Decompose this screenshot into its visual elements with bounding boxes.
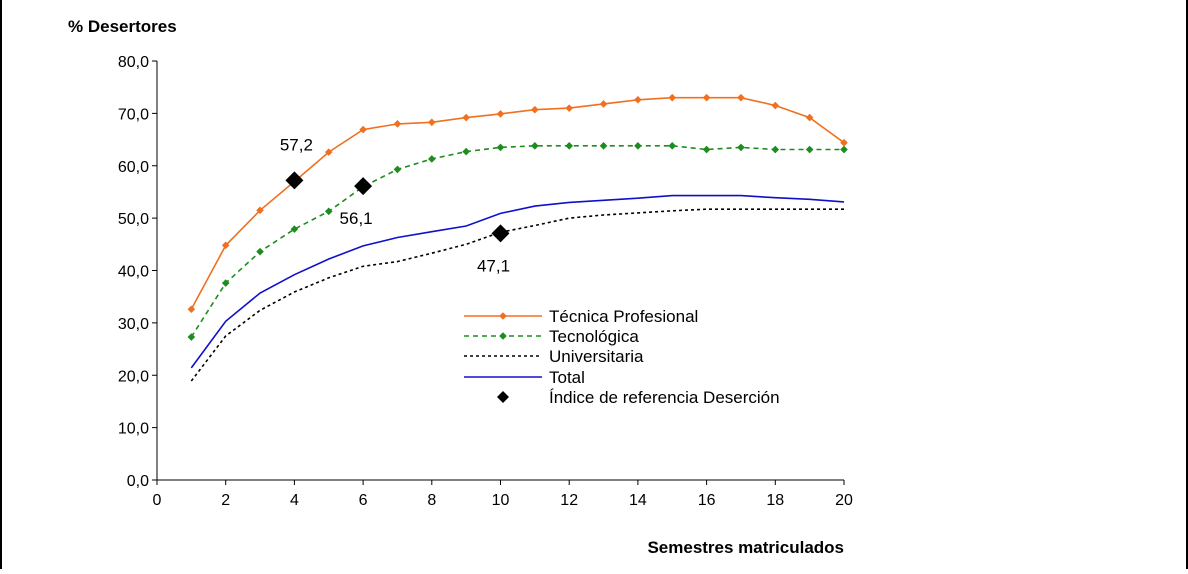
legend: Técnica ProfesionalTecnológicaUniversita… — [464, 307, 780, 407]
series-1 — [188, 142, 848, 341]
series-line — [191, 209, 844, 381]
data-point — [188, 305, 196, 313]
data-point — [428, 155, 436, 163]
y-tick-label: 60,0 — [118, 159, 149, 176]
y-tick-label: 0,0 — [127, 473, 149, 490]
data-point — [737, 144, 745, 152]
data-point — [394, 166, 402, 174]
x-tick-label: 16 — [698, 492, 716, 509]
y-tick-label: 10,0 — [118, 421, 149, 438]
x-axis-title: Semestres matriculados — [647, 538, 844, 557]
reference-label: 57,2 — [280, 135, 313, 154]
x-tick-label: 10 — [492, 492, 510, 509]
x-tick-label: 0 — [153, 492, 162, 509]
y-tick-label: 70,0 — [118, 106, 149, 123]
data-point — [668, 142, 676, 150]
data-point — [497, 110, 505, 118]
series-line — [191, 196, 844, 368]
data-point — [840, 146, 848, 154]
legend-label: Índice de referencia Deserción — [549, 388, 780, 407]
data-point — [703, 94, 711, 102]
y-tick-label: 30,0 — [118, 316, 149, 333]
x-tick-label: 18 — [766, 492, 784, 509]
y-tick-label: 50,0 — [118, 211, 149, 228]
series-0 — [188, 94, 848, 313]
y-axis-title: % Desertores — [68, 17, 177, 36]
legend-marker — [499, 312, 507, 320]
data-point — [737, 94, 745, 102]
legend-label: Total — [549, 368, 585, 387]
data-point — [772, 102, 780, 110]
data-point — [188, 333, 196, 341]
data-point — [634, 142, 642, 150]
series-line — [191, 146, 844, 337]
x-tick-label: 20 — [835, 492, 853, 509]
series-2 — [191, 209, 844, 381]
data-point — [256, 248, 264, 256]
reference-marker — [492, 224, 510, 242]
series-3 — [191, 196, 844, 368]
data-point — [462, 148, 470, 156]
legend-label: Tecnológica — [549, 327, 639, 346]
legend-label: Universitaria — [549, 347, 644, 366]
x-tick-label: 2 — [221, 492, 230, 509]
y-tick-label: 20,0 — [118, 368, 149, 385]
data-point — [394, 120, 402, 128]
legend-marker — [497, 391, 509, 403]
x-tick-label: 12 — [560, 492, 578, 509]
data-point — [462, 114, 470, 122]
y-tick-label: 80,0 — [118, 54, 149, 71]
legend-marker — [499, 332, 507, 340]
reference-label: 47,1 — [477, 256, 510, 275]
x-tick-label: 4 — [290, 492, 299, 509]
data-point — [565, 104, 573, 112]
data-point — [600, 100, 608, 108]
data-point — [806, 146, 814, 154]
x-tick-label: 14 — [629, 492, 647, 509]
data-point — [531, 106, 539, 114]
reference-label: 56,1 — [340, 209, 373, 228]
data-point — [634, 96, 642, 104]
data-point — [600, 142, 608, 150]
data-point — [668, 94, 676, 102]
data-point — [428, 118, 436, 126]
x-tick-label: 6 — [359, 492, 368, 509]
data-point — [497, 144, 505, 152]
data-point — [772, 146, 780, 154]
reference-marker — [354, 177, 372, 195]
data-point — [325, 208, 333, 216]
y-tick-label: 40,0 — [118, 264, 149, 281]
data-point — [565, 142, 573, 150]
x-tick-label: 8 — [427, 492, 436, 509]
data-point — [531, 142, 539, 150]
data-point — [703, 146, 711, 154]
legend-label: Técnica Profesional — [549, 307, 698, 326]
reference-points: 57,2 56,1 47,1 — [280, 135, 510, 275]
